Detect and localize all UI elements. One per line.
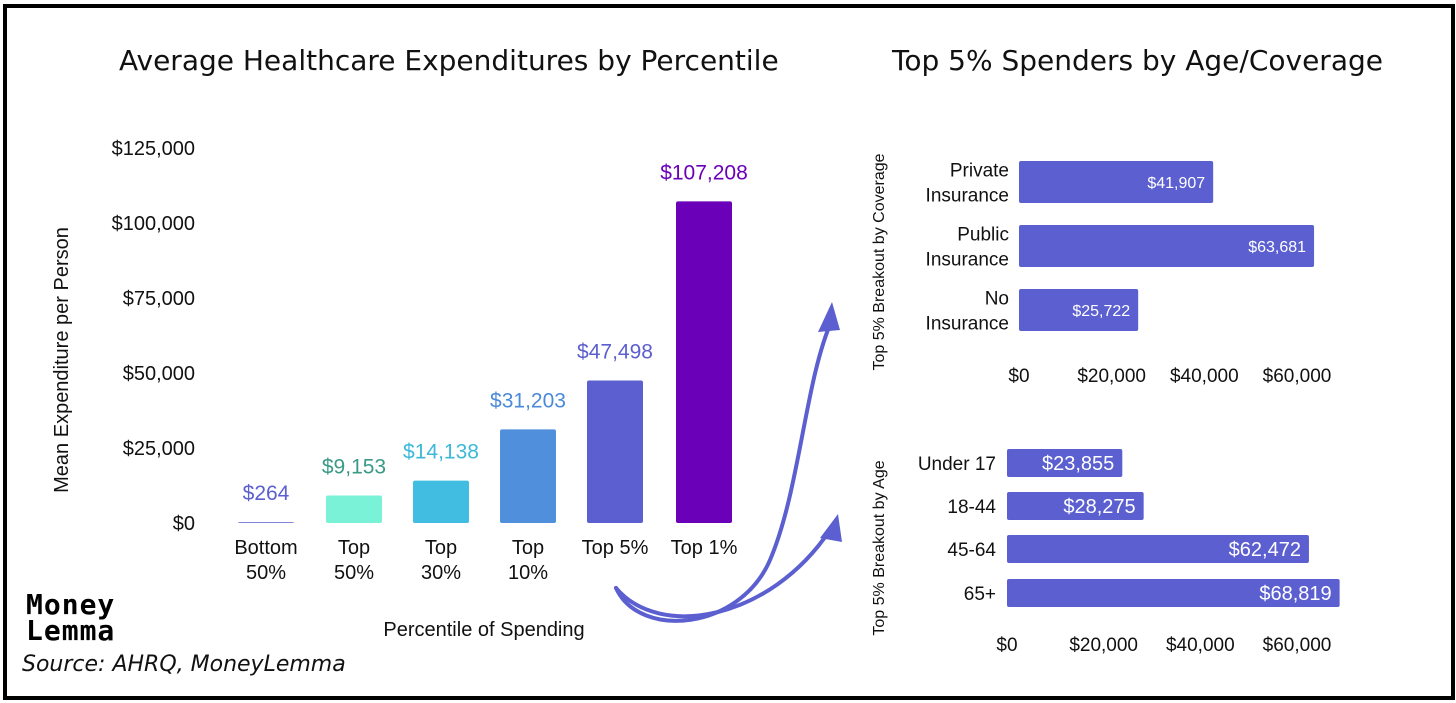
age-category-label: Under 17 bbox=[918, 454, 996, 475]
logo-line-2: Lemma bbox=[26, 614, 116, 647]
coverage-bar-value-label: $63,681 bbox=[1248, 239, 1306, 256]
bar-value-label: $47,498 bbox=[577, 341, 653, 364]
coverage-category-label: Private Insurance bbox=[926, 161, 1009, 207]
age-x-tick-label: $20,000 bbox=[1069, 635, 1138, 656]
age-category-label: 45-64 bbox=[947, 540, 996, 561]
coverage-x-tick-label: $60,000 bbox=[1263, 366, 1332, 387]
coverage-bar-0 bbox=[1019, 161, 1214, 203]
bar-2 bbox=[413, 480, 469, 523]
y-tick-label: $50,000 bbox=[123, 363, 195, 385]
y-axis-label: Mean Expenditure per Person bbox=[51, 227, 73, 493]
coverage-x-tick-label: $20,000 bbox=[1077, 366, 1146, 387]
x-tick-label: Top 1% bbox=[671, 537, 738, 559]
coverage-category-label: Public Insurance bbox=[926, 225, 1009, 271]
age-bar-3 bbox=[1007, 579, 1340, 607]
bar-4 bbox=[587, 380, 643, 523]
x-tick-label: Top 50% bbox=[334, 537, 374, 584]
bar-5 bbox=[676, 201, 732, 523]
age-bar-2 bbox=[1007, 535, 1309, 563]
arrowhead-coverage bbox=[818, 302, 840, 332]
age-y-axis-label: Top 5% Breakout by Age bbox=[871, 460, 888, 635]
arrow-to-coverage bbox=[614, 318, 834, 623]
coverage-category-label: No Insurance bbox=[926, 289, 1009, 335]
coverage-bar-1 bbox=[1019, 225, 1315, 267]
y-tick-label: $125,000 bbox=[112, 138, 195, 160]
bar-0 bbox=[238, 522, 294, 523]
bar-value-label: $14,138 bbox=[403, 441, 479, 464]
x-tick-label: Top 5% bbox=[582, 537, 649, 559]
right-chart-title: Top 5% Spenders by Age/Coverage bbox=[892, 44, 1383, 77]
bar-value-label: $264 bbox=[243, 482, 290, 505]
age-bar-value-label: $23,855 bbox=[1042, 453, 1114, 475]
coverage-bar-value-label: $25,722 bbox=[1072, 303, 1130, 320]
x-axis-label: Percentile of Spending bbox=[383, 619, 584, 641]
x-tick-label: Top 30% bbox=[421, 537, 461, 584]
x-tick-label: Bottom 50% bbox=[234, 537, 297, 584]
logo-line-1: Money bbox=[26, 588, 116, 621]
age-bar-value-label: $68,819 bbox=[1259, 583, 1331, 605]
main-chart-title: Average Healthcare Expenditures by Perce… bbox=[119, 44, 779, 77]
y-tick-label: $100,000 bbox=[112, 213, 195, 235]
coverage-y-axis-label: Top 5% Breakout by Coverage bbox=[871, 153, 888, 370]
age-bar-value-label: $62,472 bbox=[1229, 539, 1301, 561]
age-x-tick-label: $60,000 bbox=[1263, 635, 1332, 656]
age-bar-0 bbox=[1007, 449, 1123, 477]
bar-1 bbox=[326, 495, 382, 523]
y-tick-label: $0 bbox=[173, 513, 195, 535]
coverage-x-tick-label: $40,000 bbox=[1170, 366, 1239, 387]
arrowhead-age bbox=[820, 514, 842, 542]
coverage-bar-2 bbox=[1019, 289, 1139, 331]
age-x-tick-label: $0 bbox=[996, 635, 1017, 656]
age-bar-value-label: $28,275 bbox=[1063, 496, 1135, 518]
bar-value-label: $31,203 bbox=[490, 389, 566, 412]
bar-value-label: $107,208 bbox=[660, 161, 748, 184]
age-x-tick-label: $40,000 bbox=[1166, 635, 1235, 656]
age-category-label: 65+ bbox=[964, 584, 996, 605]
source-note: Source: AHRQ, MoneyLemma bbox=[22, 652, 346, 677]
moneylemma-logo: Money Lemma bbox=[26, 588, 116, 647]
y-tick-label: $75,000 bbox=[123, 288, 195, 310]
arrow-to-age bbox=[614, 528, 832, 619]
age-bar-1 bbox=[1007, 492, 1144, 520]
age-category-label: 18-44 bbox=[947, 497, 996, 518]
bar-value-label: $9,153 bbox=[322, 456, 386, 479]
y-tick-label: $25,000 bbox=[123, 438, 195, 460]
x-tick-label: Top 10% bbox=[508, 537, 548, 584]
coverage-bar-value-label: $41,907 bbox=[1147, 175, 1205, 192]
coverage-x-tick-label: $0 bbox=[1008, 366, 1029, 387]
bar-3 bbox=[500, 429, 556, 523]
